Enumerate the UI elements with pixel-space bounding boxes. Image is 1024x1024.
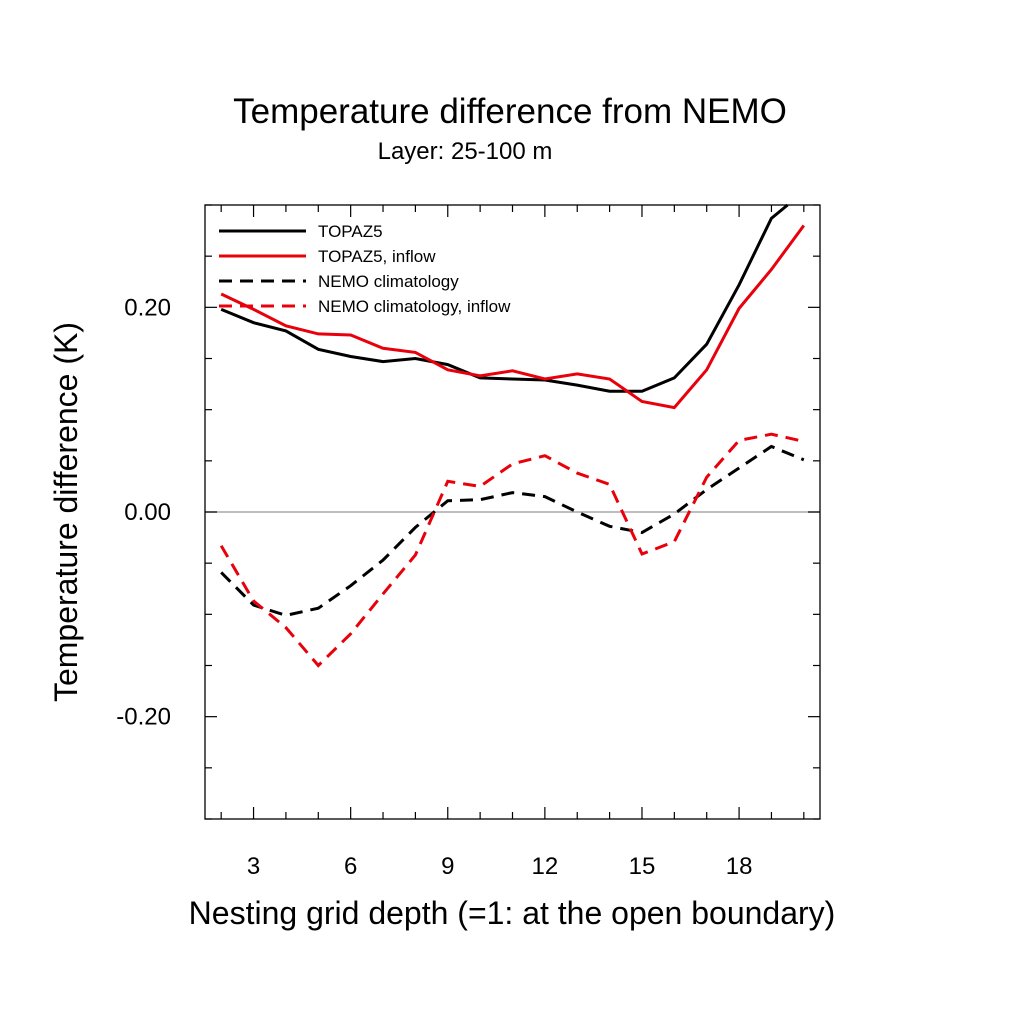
legend-label: NEMO climatology, inflow bbox=[318, 297, 511, 316]
y-tick-label: 0.00 bbox=[124, 499, 171, 526]
x-tick-label: 15 bbox=[629, 853, 656, 880]
x-axis-label: Nesting grid depth (=1: at the open boun… bbox=[189, 895, 836, 931]
legend-label: TOPAZ5, inflow bbox=[318, 247, 436, 266]
legend: TOPAZ5 TOPAZ5, inflow NEMO climatology NEMO… bbox=[219, 222, 511, 316]
chart-subtitle: Layer: 25-100 m bbox=[378, 138, 553, 165]
y-tick-label: -0.20 bbox=[116, 704, 171, 731]
chart-title: Temperature difference from NEMO bbox=[233, 92, 787, 131]
x-tick-label: 12 bbox=[532, 853, 559, 880]
x-tick-label: 6 bbox=[344, 853, 357, 880]
y-tick-labels: -0.20 0.00 0.20 bbox=[116, 294, 171, 730]
legend-label: TOPAZ5 bbox=[318, 222, 383, 241]
series-line-4 bbox=[219, 432, 805, 668]
legend-label: NEMO climatology bbox=[318, 272, 459, 291]
series-layer bbox=[219, 203, 806, 668]
x-tick-labels: 3 6 9 12 15 18 bbox=[247, 853, 753, 880]
x-tick-label: 18 bbox=[726, 853, 753, 880]
x-tick-label: 3 bbox=[247, 853, 260, 880]
x-tick-label: 9 bbox=[441, 853, 454, 880]
y-tick-label: 0.20 bbox=[124, 294, 171, 321]
series-line-3 bbox=[220, 444, 805, 617]
y-axis-label: Temperature difference (K) bbox=[48, 322, 84, 702]
plot-frame bbox=[204, 204, 821, 820]
axis-ticks bbox=[205, 204, 820, 820]
